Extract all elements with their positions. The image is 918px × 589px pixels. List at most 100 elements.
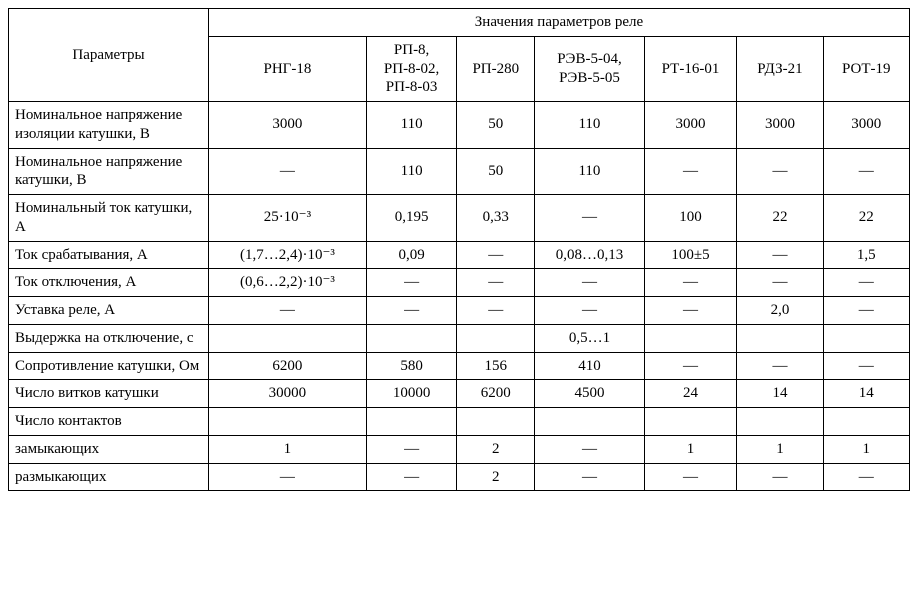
value-cell — [457, 324, 535, 352]
value-cell: 110 — [535, 148, 644, 195]
value-cell: 156 — [457, 352, 535, 380]
value-cell: 1 — [208, 435, 366, 463]
value-cell: 580 — [366, 352, 457, 380]
value-cell: 1,5 — [823, 241, 909, 269]
value-cell: 100 — [644, 195, 737, 242]
header-relay-3: РЭВ-5-04,РЭВ-5-05 — [535, 36, 644, 101]
value-cell — [823, 324, 909, 352]
value-cell — [823, 408, 909, 436]
value-cell — [208, 324, 366, 352]
value-cell — [535, 408, 644, 436]
table-row: Номинальное напряжение изоляции катушки,… — [9, 102, 910, 149]
value-cell: — — [823, 148, 909, 195]
value-cell: — — [535, 435, 644, 463]
value-cell: 110 — [366, 102, 457, 149]
value-cell — [366, 408, 457, 436]
value-cell: 14 — [823, 380, 909, 408]
value-cell — [737, 408, 823, 436]
param-cell: Уставка реле, А — [9, 297, 209, 325]
value-cell: 0,5…1 — [535, 324, 644, 352]
value-cell: — — [644, 269, 737, 297]
value-cell — [366, 324, 457, 352]
value-cell: — — [457, 269, 535, 297]
header-spanning: Значения параметров реле — [208, 9, 909, 37]
value-cell: 100±5 — [644, 241, 737, 269]
value-cell: 0,08…0,13 — [535, 241, 644, 269]
relay-parameters-table: Параметры Значения параметров реле РНГ-1… — [8, 8, 910, 491]
value-cell: — — [457, 297, 535, 325]
header-relay-5: РДЗ-21 — [737, 36, 823, 101]
value-cell: — — [737, 352, 823, 380]
value-cell: 50 — [457, 148, 535, 195]
value-cell: — — [208, 463, 366, 491]
header-relay-0: РНГ-18 — [208, 36, 366, 101]
value-cell: 22 — [823, 195, 909, 242]
param-cell: Номинальный ток катушки, А — [9, 195, 209, 242]
value-cell: (0,6…2,2)·10⁻³ — [208, 269, 366, 297]
table-row: Сопротивление катушки, Ом6200580156410——… — [9, 352, 910, 380]
value-cell: — — [535, 297, 644, 325]
header-parameters: Параметры — [9, 9, 209, 102]
table-body: Номинальное напряжение изоляции катушки,… — [9, 102, 910, 491]
value-cell — [644, 324, 737, 352]
param-cell: Сопротивление катушки, Ом — [9, 352, 209, 380]
value-cell: 6200 — [208, 352, 366, 380]
value-cell: — — [535, 463, 644, 491]
value-cell: 3000 — [208, 102, 366, 149]
value-cell: — — [823, 269, 909, 297]
value-cell: — — [644, 148, 737, 195]
value-cell: 0,195 — [366, 195, 457, 242]
table-row: Номинальное напряжение катушки, В—110501… — [9, 148, 910, 195]
table-row: Выдержка на отключение, с 0,5…1 — [9, 324, 910, 352]
param-cell: замыкающих — [9, 435, 209, 463]
value-cell: 0,09 — [366, 241, 457, 269]
value-cell: 50 — [457, 102, 535, 149]
value-cell: — — [644, 352, 737, 380]
value-cell: — — [823, 352, 909, 380]
header-relay-2: РП-280 — [457, 36, 535, 101]
value-cell: — — [208, 148, 366, 195]
value-cell: 1 — [644, 435, 737, 463]
value-cell: — — [457, 241, 535, 269]
value-cell: — — [208, 297, 366, 325]
table-row: Число витков катушки30000100006200450024… — [9, 380, 910, 408]
value-cell — [457, 408, 535, 436]
value-cell — [737, 324, 823, 352]
header-relay-1: РП-8,РП-8-02,РП-8-03 — [366, 36, 457, 101]
table-row: Число контактов — [9, 408, 910, 436]
value-cell: — — [366, 435, 457, 463]
value-cell: 25·10⁻³ — [208, 195, 366, 242]
table-row: размыкающих——2———— — [9, 463, 910, 491]
value-cell: 2,0 — [737, 297, 823, 325]
value-cell: — — [737, 269, 823, 297]
value-cell: — — [644, 297, 737, 325]
value-cell: 1 — [737, 435, 823, 463]
value-cell: 30000 — [208, 380, 366, 408]
value-cell: — — [366, 269, 457, 297]
value-cell: 3000 — [823, 102, 909, 149]
value-cell: — — [823, 463, 909, 491]
value-cell: 1 — [823, 435, 909, 463]
param-cell: Ток срабатывания, А — [9, 241, 209, 269]
value-cell — [644, 408, 737, 436]
header-relay-6: РОТ-19 — [823, 36, 909, 101]
value-cell: 6200 — [457, 380, 535, 408]
value-cell: — — [737, 241, 823, 269]
table-row: Ток срабатывания, А(1,7…2,4)·10⁻³0,09—0,… — [9, 241, 910, 269]
value-cell: 24 — [644, 380, 737, 408]
table-row: замыкающих1—2—111 — [9, 435, 910, 463]
value-cell: 14 — [737, 380, 823, 408]
table-row: Уставка реле, А—————2,0— — [9, 297, 910, 325]
value-cell: 2 — [457, 463, 535, 491]
value-cell: — — [366, 463, 457, 491]
param-cell: Выдержка на отключение, с — [9, 324, 209, 352]
value-cell: 22 — [737, 195, 823, 242]
value-cell: — — [366, 297, 457, 325]
value-cell: — — [823, 297, 909, 325]
param-cell: Ток отключения, А — [9, 269, 209, 297]
value-cell: 3000 — [737, 102, 823, 149]
value-cell: — — [644, 463, 737, 491]
value-cell: 0,33 — [457, 195, 535, 242]
table-row: Номинальный ток катушки, А25·10⁻³0,1950,… — [9, 195, 910, 242]
value-cell: 2 — [457, 435, 535, 463]
